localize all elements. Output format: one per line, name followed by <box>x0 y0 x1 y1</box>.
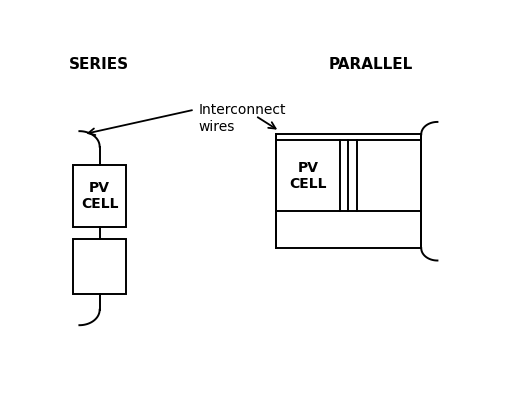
Text: PARALLEL: PARALLEL <box>328 57 412 72</box>
Bar <box>73 165 126 227</box>
Text: SERIES: SERIES <box>69 57 129 72</box>
Text: PV
CELL: PV CELL <box>81 181 118 211</box>
Bar <box>73 239 126 294</box>
Text: Interconnect
wires: Interconnect wires <box>199 104 286 134</box>
Text: PV
CELL: PV CELL <box>289 161 327 191</box>
Bar <box>357 140 421 211</box>
Bar <box>276 140 340 211</box>
